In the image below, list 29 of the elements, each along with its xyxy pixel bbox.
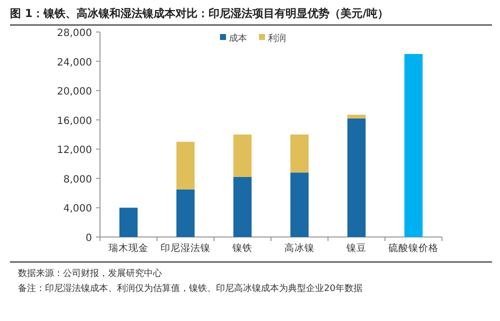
y-tick-label: 8,000 [63,174,92,186]
x-tick-label: 高冰镍 [284,242,314,254]
y-tick-label: 12,000 [57,145,92,156]
source-note: 数据来源：公司财报，发展研究中心 [18,268,162,279]
bar [119,208,138,237]
y-tick-label: 20,000 [57,86,92,98]
bar [176,142,195,190]
bar [290,134,309,173]
legend-label: 利润 [268,33,286,44]
bar [404,54,423,237]
bar [233,176,252,237]
bar [233,134,252,177]
x-tick-label: 瑞木现金 [108,242,148,254]
x-tick-label: 印尼湿法镍 [160,242,210,254]
y-tick-label: 28,000 [57,28,92,39]
y-tick-label: 16,000 [57,116,92,127]
y-tick-label: 0 [86,233,92,244]
bar [176,189,195,237]
x-tick-label: 镍豆 [346,242,366,254]
bar [347,118,366,237]
text: 备注：印尼湿法镍成本、利润仅为估算值，镍铁、印尼高冰镍成本为典型企业20年数据 [18,283,362,294]
y-tick-label: 4,000 [63,204,92,215]
bar [347,114,366,118]
y-tick-label: 24,000 [57,57,92,68]
x-tick-label: 硫酸镍价格 [388,242,438,254]
x-tick-label: 镍铁 [232,242,252,254]
chart-title: 图 1：镍铁、高冰镍和湿法镍成本对比：印尼湿法项目有明显优势（美元/吨） [10,7,389,20]
legend-label: 成本 [229,33,247,44]
bar [290,172,309,237]
